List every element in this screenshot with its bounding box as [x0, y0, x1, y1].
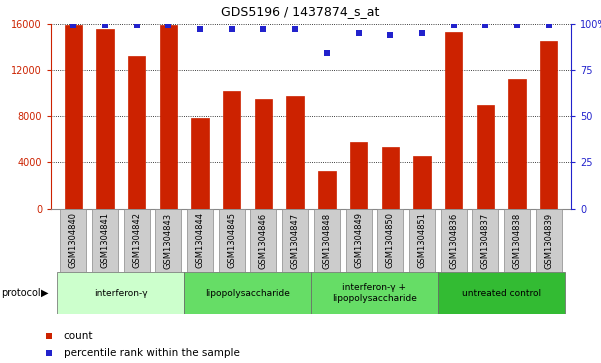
- Bar: [409, 209, 435, 272]
- Text: GSM1304848: GSM1304848: [322, 212, 331, 269]
- Bar: [504, 209, 530, 272]
- Text: GSM1304838: GSM1304838: [513, 212, 522, 269]
- Text: GSM1304845: GSM1304845: [227, 212, 236, 269]
- Bar: [60, 209, 87, 272]
- Text: ▶: ▶: [41, 288, 48, 298]
- Text: untreated control: untreated control: [462, 289, 541, 298]
- Text: GSM1304840: GSM1304840: [69, 212, 78, 269]
- Bar: [382, 147, 399, 209]
- Text: GSM1304851: GSM1304851: [418, 212, 427, 269]
- Bar: [219, 209, 245, 272]
- Bar: [350, 142, 367, 209]
- Bar: [477, 105, 494, 209]
- Text: interferon-γ +
lipopolysaccharide: interferon-γ + lipopolysaccharide: [332, 284, 417, 303]
- Text: GSM1304842: GSM1304842: [132, 212, 141, 269]
- Bar: [223, 91, 240, 209]
- Text: GSM1304843: GSM1304843: [164, 212, 173, 269]
- Bar: [535, 209, 562, 272]
- Text: GSM1304836: GSM1304836: [449, 212, 458, 269]
- Text: GSM1304837: GSM1304837: [481, 212, 490, 269]
- Bar: [413, 155, 431, 209]
- Text: GSM1304850: GSM1304850: [386, 212, 395, 269]
- Text: GSM1304841: GSM1304841: [100, 212, 109, 269]
- Text: GSM1304839: GSM1304839: [545, 212, 554, 269]
- Bar: [187, 209, 213, 272]
- Text: GSM1304844: GSM1304844: [195, 212, 204, 269]
- Bar: [251, 209, 276, 272]
- Bar: [282, 209, 308, 272]
- Bar: [287, 97, 304, 209]
- Bar: [438, 272, 564, 314]
- Bar: [124, 209, 150, 272]
- Text: count: count: [64, 331, 93, 341]
- Bar: [255, 99, 272, 209]
- Bar: [445, 32, 462, 209]
- Bar: [318, 171, 335, 209]
- Bar: [311, 272, 438, 314]
- Bar: [540, 41, 558, 209]
- Bar: [156, 209, 182, 272]
- Bar: [191, 118, 209, 209]
- Bar: [58, 272, 185, 314]
- Bar: [128, 56, 145, 209]
- Text: GSM1304847: GSM1304847: [291, 212, 300, 269]
- Text: percentile rank within the sample: percentile rank within the sample: [64, 348, 240, 359]
- Bar: [92, 209, 118, 272]
- Text: GSM1304846: GSM1304846: [259, 212, 268, 269]
- Bar: [377, 209, 403, 272]
- Text: GDS5196 / 1437874_s_at: GDS5196 / 1437874_s_at: [221, 5, 380, 19]
- Bar: [185, 272, 311, 314]
- Bar: [314, 209, 340, 272]
- Bar: [64, 25, 82, 209]
- Text: interferon-γ: interferon-γ: [94, 289, 148, 298]
- Text: lipopolysaccharide: lipopolysaccharide: [205, 289, 290, 298]
- Bar: [472, 209, 498, 272]
- Text: protocol: protocol: [1, 288, 41, 298]
- Bar: [346, 209, 371, 272]
- Bar: [96, 29, 114, 209]
- Bar: [508, 79, 526, 209]
- Text: GSM1304849: GSM1304849: [354, 212, 363, 269]
- Bar: [160, 25, 177, 209]
- Bar: [441, 209, 466, 272]
